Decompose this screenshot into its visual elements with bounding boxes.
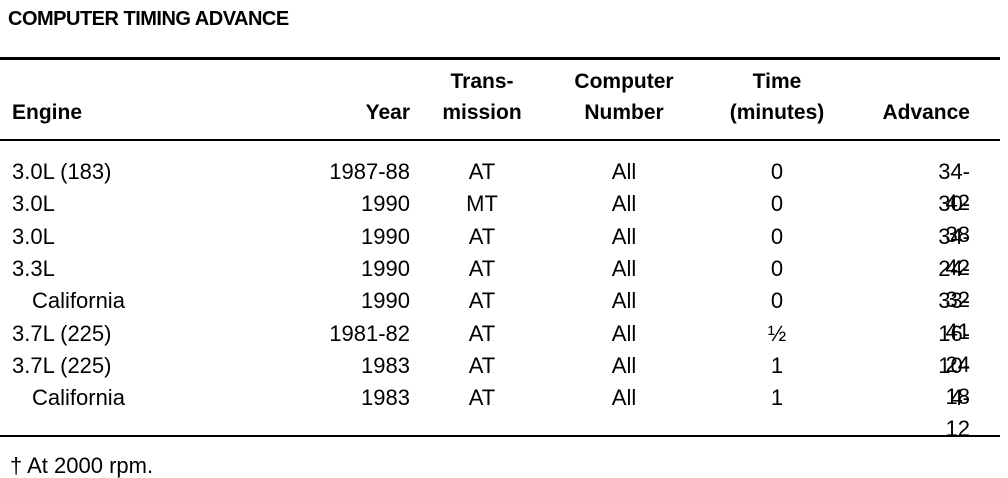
table-cell: AT [468, 159, 496, 184]
table-cell: 3.7L (225) [12, 320, 112, 346]
table-cell: ½ [767, 320, 787, 346]
table-cell: 0 [770, 288, 784, 314]
table-cell: AT [468, 255, 496, 281]
top-rule [0, 57, 1000, 60]
table-cell: 34-42 [938, 159, 970, 215]
table-cell: 30-38 [938, 191, 970, 248]
table-cell: All [611, 255, 637, 281]
table-cell: AT [468, 385, 496, 411]
header-cell: Time (minutes) [729, 70, 825, 124]
table-cell: 3.0L [12, 223, 55, 249]
table-cell: 1983 [361, 385, 410, 411]
table-cell: 1983 [361, 352, 410, 378]
table-cell: California [32, 288, 125, 314]
table-cell: 1987-88 [329, 159, 410, 184]
table-cell: MT [466, 191, 498, 217]
table-title: COMPUTER TIMING ADVANCE [8, 8, 289, 30]
table-cell: All [611, 288, 637, 314]
header-rule [0, 139, 1000, 141]
table-cell: All [611, 352, 637, 378]
header-cell: Year [365, 101, 410, 124]
table-cell: 1 [770, 352, 784, 378]
table-cell: California [32, 385, 125, 411]
table-cell: 1981-82 [329, 320, 410, 346]
table-cell: 24-32 [938, 255, 970, 312]
table-cell: 3.3L [12, 255, 55, 281]
table-cell: All [611, 223, 637, 249]
table-cell: All [611, 159, 637, 184]
table-cell: AT [468, 320, 496, 346]
table-cell: 10-18 [938, 352, 970, 409]
table-cell: 1990 [361, 255, 410, 281]
table-cell: 1990 [361, 223, 410, 249]
table-cell: 1 [770, 385, 784, 411]
table-cell: AT [468, 223, 496, 249]
table-cell: 3.0L (183) [12, 159, 112, 184]
table-cell: 33-41 [938, 288, 970, 345]
table-cell: 1990 [361, 288, 410, 314]
footnote: † At 2000 rpm. [10, 453, 154, 478]
table-cell: 0 [770, 159, 784, 184]
table-cell: AT [468, 352, 496, 378]
header-cell: Trans- mission [442, 70, 522, 124]
bottom-rule [0, 435, 1000, 437]
table-cell: AT [468, 288, 496, 314]
table-cell: 0 [770, 191, 784, 217]
table-cell: All [611, 320, 637, 346]
table-cell: 3.0L [12, 191, 55, 217]
table-cell: 0 [770, 255, 784, 281]
header-cell: Engine [12, 101, 83, 124]
header-cell: Advance [882, 101, 970, 124]
table-cell: 3.7L (225) [12, 352, 112, 378]
table-cell: 1990 [361, 191, 410, 217]
header-cell: Computer Number [574, 70, 674, 124]
table-cell: 0 [770, 223, 784, 249]
table-cell: All [611, 385, 637, 411]
table-cell: All [611, 191, 637, 217]
table-cell: 16-24 [938, 320, 970, 377]
table-cell: 34-42 [938, 223, 970, 280]
table-cell: 4-12 [945, 385, 970, 442]
